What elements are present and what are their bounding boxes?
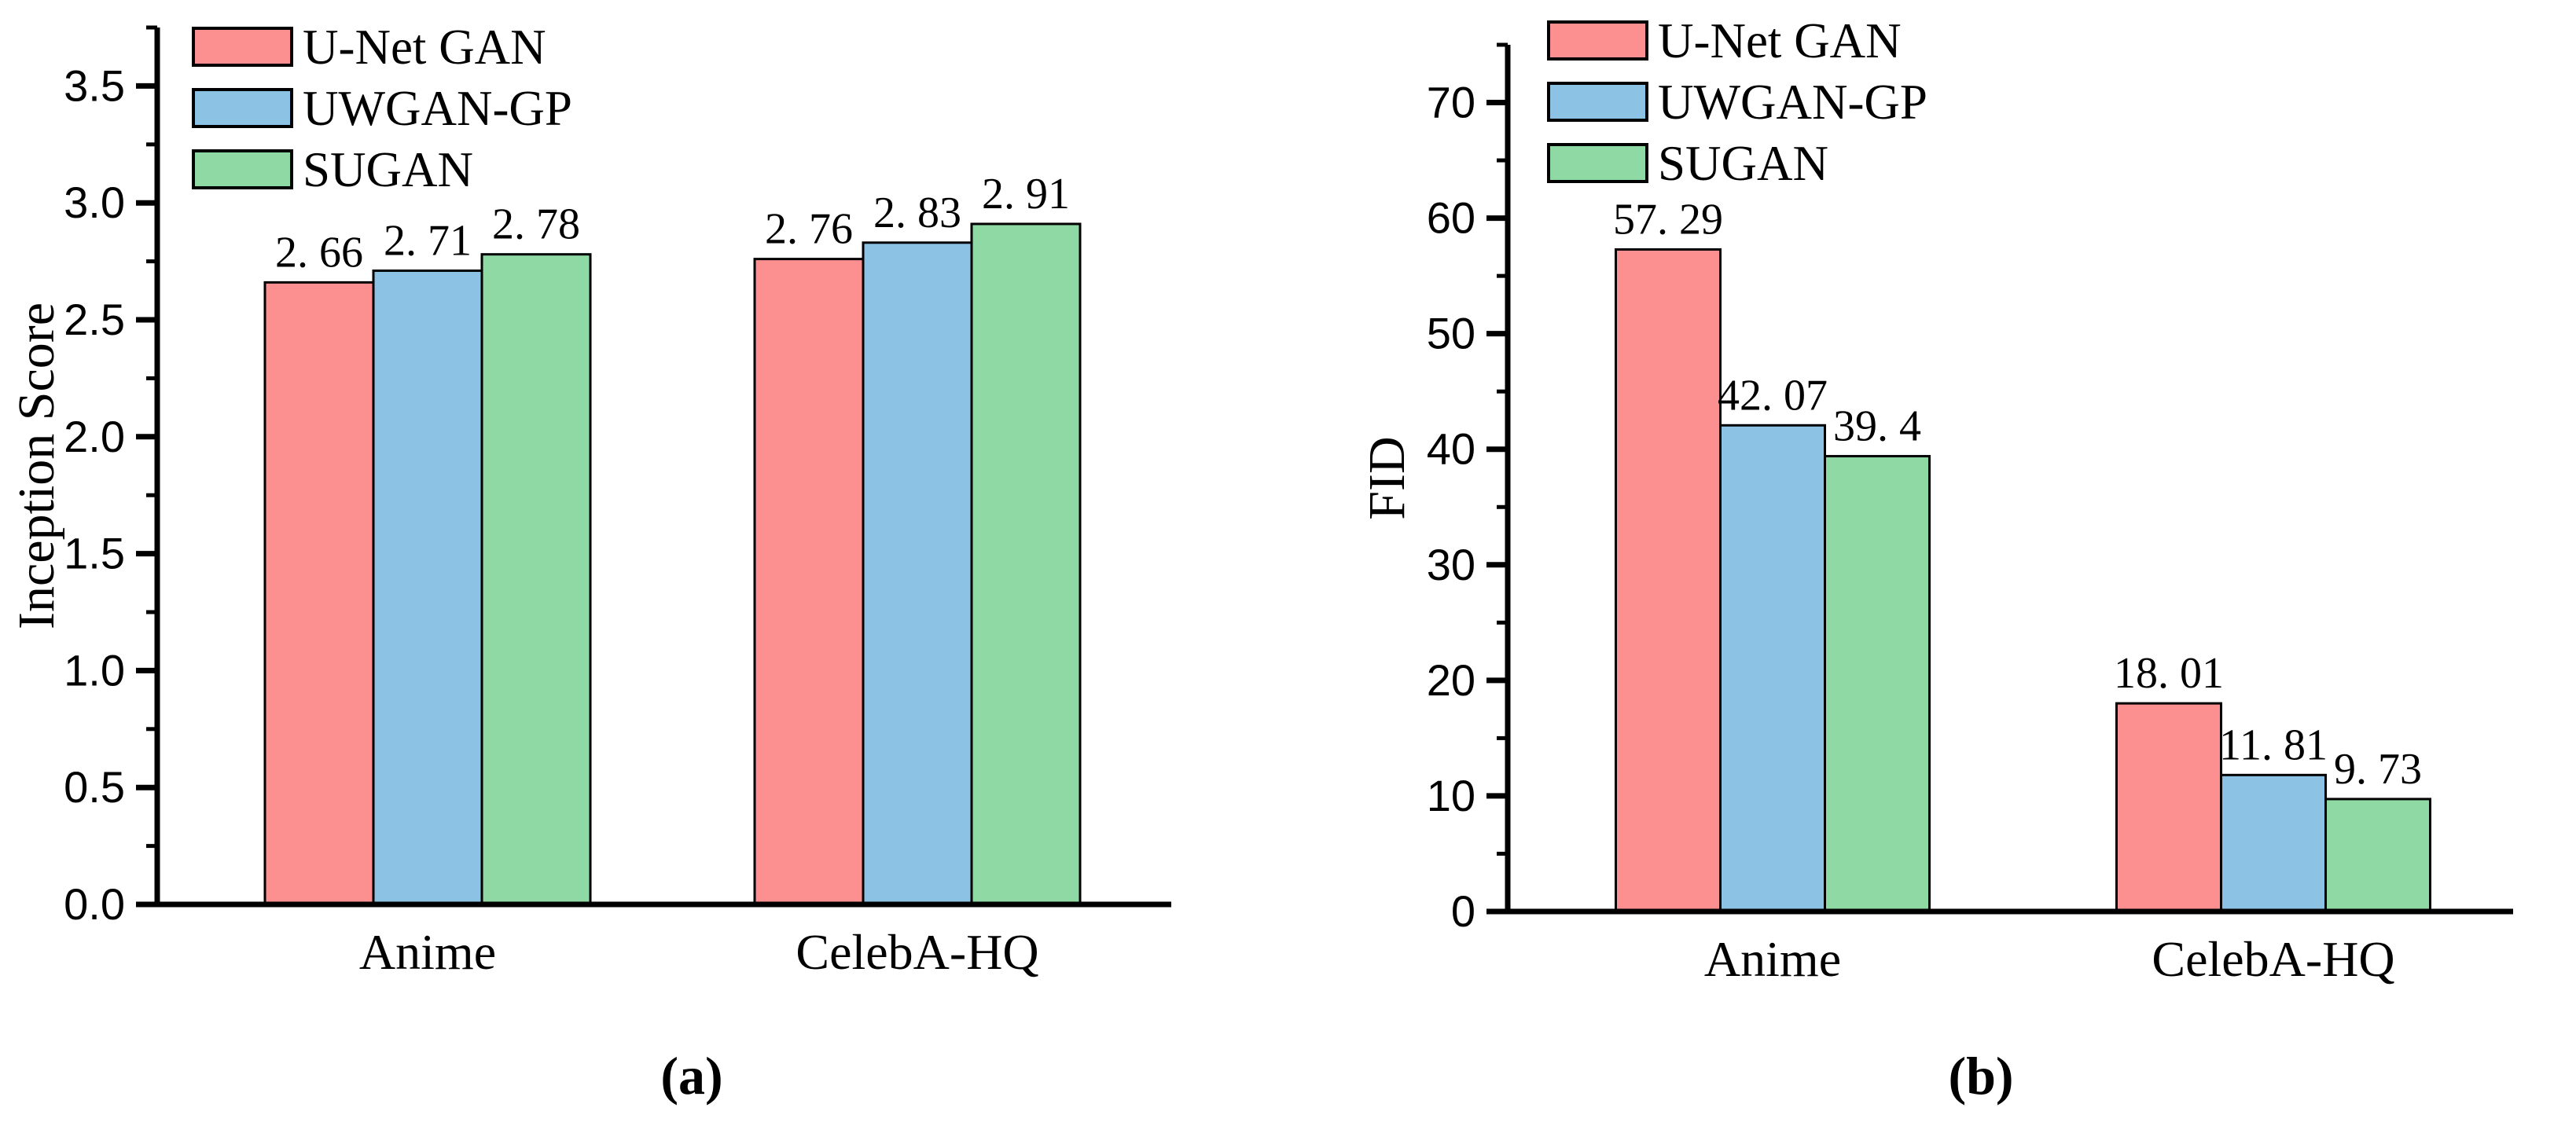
caption-a: (a) — [660, 1046, 723, 1106]
x-category-label: CelebA-HQ — [2152, 931, 2394, 987]
legend-label: SUGAN — [303, 142, 473, 197]
y-tick-label: 1.0 — [64, 645, 125, 695]
bar-UWGAN-GP-Anime — [1719, 424, 1826, 913]
y-tick-label: 0.0 — [64, 879, 125, 929]
bar-U-Net GAN-Anime — [263, 281, 375, 906]
y-axis-title: Inception Score — [8, 303, 65, 629]
bar-SUGAN-Anime — [1824, 455, 1931, 913]
y-tick-label: 60 — [1427, 193, 1475, 243]
x-category-label: Anime — [1704, 931, 1841, 987]
legend-swatch-U-Net GAN — [192, 27, 293, 67]
legend-label: UWGAN-GP — [303, 81, 572, 136]
bar-value-label: 2. 91 — [982, 170, 1070, 218]
y-tick-label: 3.5 — [64, 61, 125, 110]
y-tick-label: 20 — [1427, 655, 1475, 705]
y-tick-label: 50 — [1427, 309, 1475, 358]
y-tick-label: 0 — [1451, 886, 1475, 936]
y-tick-label: 2.0 — [64, 412, 125, 461]
legend-swatch-U-Net GAN — [1547, 20, 1648, 61]
x-category-label: Anime — [359, 924, 496, 980]
legend-label: SUGAN — [1658, 136, 1828, 191]
y-tick-label: 10 — [1427, 771, 1475, 820]
legend-swatch-SUGAN — [192, 149, 293, 189]
bar-value-label: 9. 73 — [2334, 745, 2422, 794]
y-tick-label: 2.5 — [64, 295, 125, 344]
legend-swatch-SUGAN — [1547, 143, 1648, 183]
bar-value-label: 11. 81 — [2219, 721, 2328, 769]
legend-swatch-UWGAN-GP — [1547, 82, 1648, 122]
y-tick-label: 70 — [1427, 78, 1475, 127]
bar-SUGAN-CelebA-HQ — [2324, 798, 2431, 913]
chart-a-inception-score: 2. 66 2. 71 2. 78 Anime 2. 76 2. 83 2. 91 Celeb… — [8, 20, 1171, 980]
y-tick-label: 1.5 — [64, 529, 125, 578]
y-tick-label: 30 — [1427, 540, 1475, 589]
bar-value-label: 57. 29 — [1613, 195, 1723, 244]
bar-value-label: 2. 78 — [492, 200, 580, 249]
x-category-label: CelebA-HQ — [796, 924, 1038, 980]
bar-value-label: 2. 76 — [765, 205, 853, 254]
caption-b: (b) — [1948, 1046, 2014, 1106]
y-tick-label: 40 — [1427, 424, 1475, 474]
y-tick-label: 0.5 — [64, 762, 125, 812]
legend-label: UWGAN-GP — [1658, 75, 1927, 130]
bar-UWGAN-GP-Anime — [372, 270, 483, 906]
legend-label: U-Net GAN — [1658, 13, 1902, 68]
bar-SUGAN-Anime — [480, 253, 592, 906]
y-tick-label: 3.0 — [64, 178, 125, 227]
bar-value-label: 2. 71 — [384, 217, 472, 266]
bar-UWGAN-GP-CelebA-HQ — [2220, 773, 2327, 913]
bar-U-Net GAN-CelebA-HQ — [753, 258, 865, 906]
bar-value-label: 2. 66 — [275, 228, 363, 277]
legend-label: U-Net GAN — [303, 20, 546, 75]
bar-value-label: 2. 83 — [873, 189, 961, 237]
bar-value-label: 39. 4 — [1833, 402, 1921, 451]
legend-swatch-UWGAN-GP — [192, 88, 293, 128]
bar-SUGAN-CelebA-HQ — [970, 222, 1082, 906]
bar-value-label: 42. 07 — [1718, 371, 1828, 420]
bar-U-Net GAN-CelebA-HQ — [2115, 702, 2222, 913]
bar-value-label: 18. 01 — [2114, 649, 2224, 698]
y-axis-title: FID — [1358, 436, 1416, 519]
bar-U-Net GAN-Anime — [1615, 248, 1722, 913]
bar-UWGAN-GP-CelebA-HQ — [862, 241, 973, 906]
